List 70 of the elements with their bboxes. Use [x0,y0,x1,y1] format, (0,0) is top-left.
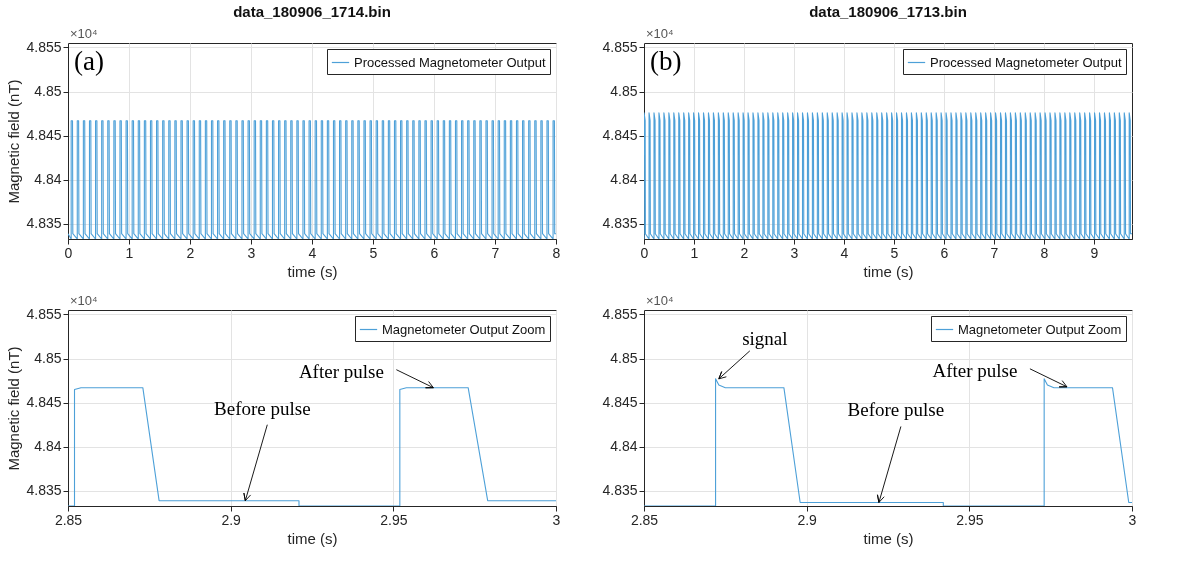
y-tick-label: 4.835 [602,482,638,499]
x-tick-label: 2.85 [630,511,659,528]
annotation: (a) [74,46,104,76]
x-tick-label: 4 [308,244,317,261]
x-tick-label: 2.95 [380,511,408,528]
y-tick-label: 4.85 [34,83,62,100]
x-tick-label: 8 [1040,244,1049,261]
annotation: After pulse [932,359,1018,381]
legend-label: Processed Magnetometer Output [930,54,1122,70]
legend-label: Magnetometer Output Zoom [382,321,546,337]
annotation: Before pulse [214,397,311,419]
text: ×10⁴ [70,293,98,308]
x-tick-label: 0 [64,244,73,261]
x-tick-label: 3 [247,244,256,261]
y-tick-label: 4.84 [34,171,62,188]
y-tick-label: 4.85 [610,83,638,100]
x-tick-label: 2 [740,244,749,261]
y-tick-label: 4.845 [602,127,638,144]
legend-label: Magnetometer Output Zoom [958,321,1122,337]
x-tick-label: 3 [552,511,561,528]
y-tick-label: 4.835 [602,215,638,232]
x-tick-label: 1 [690,244,699,261]
x-tick-label: 3 [1128,511,1137,528]
x-tick-label: 1 [125,244,134,261]
x-axis-title: time (s) [287,529,338,547]
chart-title: data_180906_1713.bin [809,3,967,20]
x-axis-title: time (s) [863,262,914,280]
x-tick-label: 2.9 [221,511,242,528]
x-axis-title: time (s) [287,262,338,280]
y-tick-label: 4.85 [34,350,62,367]
text: ×10⁴ [646,293,674,308]
x-tick-label: 7 [990,244,999,261]
annotation: (b) [650,46,682,76]
text: ×10⁴ [70,26,98,41]
x-tick-label: 9 [1090,244,1099,261]
y-tick-label: 4.855 [602,38,638,55]
x-tick-label: 6 [940,244,949,261]
x-tick-label: 0 [640,244,649,261]
text: ×10⁴ [646,26,674,41]
x-tick-label: 2.85 [54,511,83,528]
annotation: After pulse [298,360,384,382]
y-tick-label: 4.835 [26,482,62,499]
y-tick-label: 4.84 [34,438,62,455]
x-tick-label: 7 [491,244,500,261]
y-tick-label: 4.84 [610,171,638,188]
x-tick-label: 5 [890,244,899,261]
legend-label: Processed Magnetometer Output [354,54,546,70]
y-tick-label: 4.855 [26,305,62,322]
annotation: Before pulse [847,399,945,421]
x-tick-label: 3 [790,244,799,261]
y-axis-title: Magnetic field (nT) [5,79,23,204]
y-tick-label: 4.855 [26,38,62,55]
chart-title: data_180906_1714.bin [233,3,391,20]
y-axis-title: Magnetic field (nT) [5,346,23,471]
y-tick-label: 4.85 [610,350,638,367]
x-tick-label: 2 [186,244,195,261]
y-tick-label: 4.835 [26,215,62,232]
y-tick-label: 4.845 [602,394,638,411]
x-axis-title: time (s) [863,529,914,547]
x-tick-label: 8 [552,244,561,261]
x-tick-label: 4 [840,244,849,261]
y-tick-label: 4.845 [26,394,62,411]
x-tick-label: 2.95 [956,511,984,528]
y-tick-label: 4.84 [610,438,638,455]
y-tick-label: 4.845 [26,127,62,144]
x-tick-label: 6 [430,244,439,261]
annotation: signal [742,327,788,349]
x-tick-label: 5 [369,244,378,261]
y-tick-label: 4.855 [602,305,638,322]
x-tick-label: 2.9 [797,511,818,528]
